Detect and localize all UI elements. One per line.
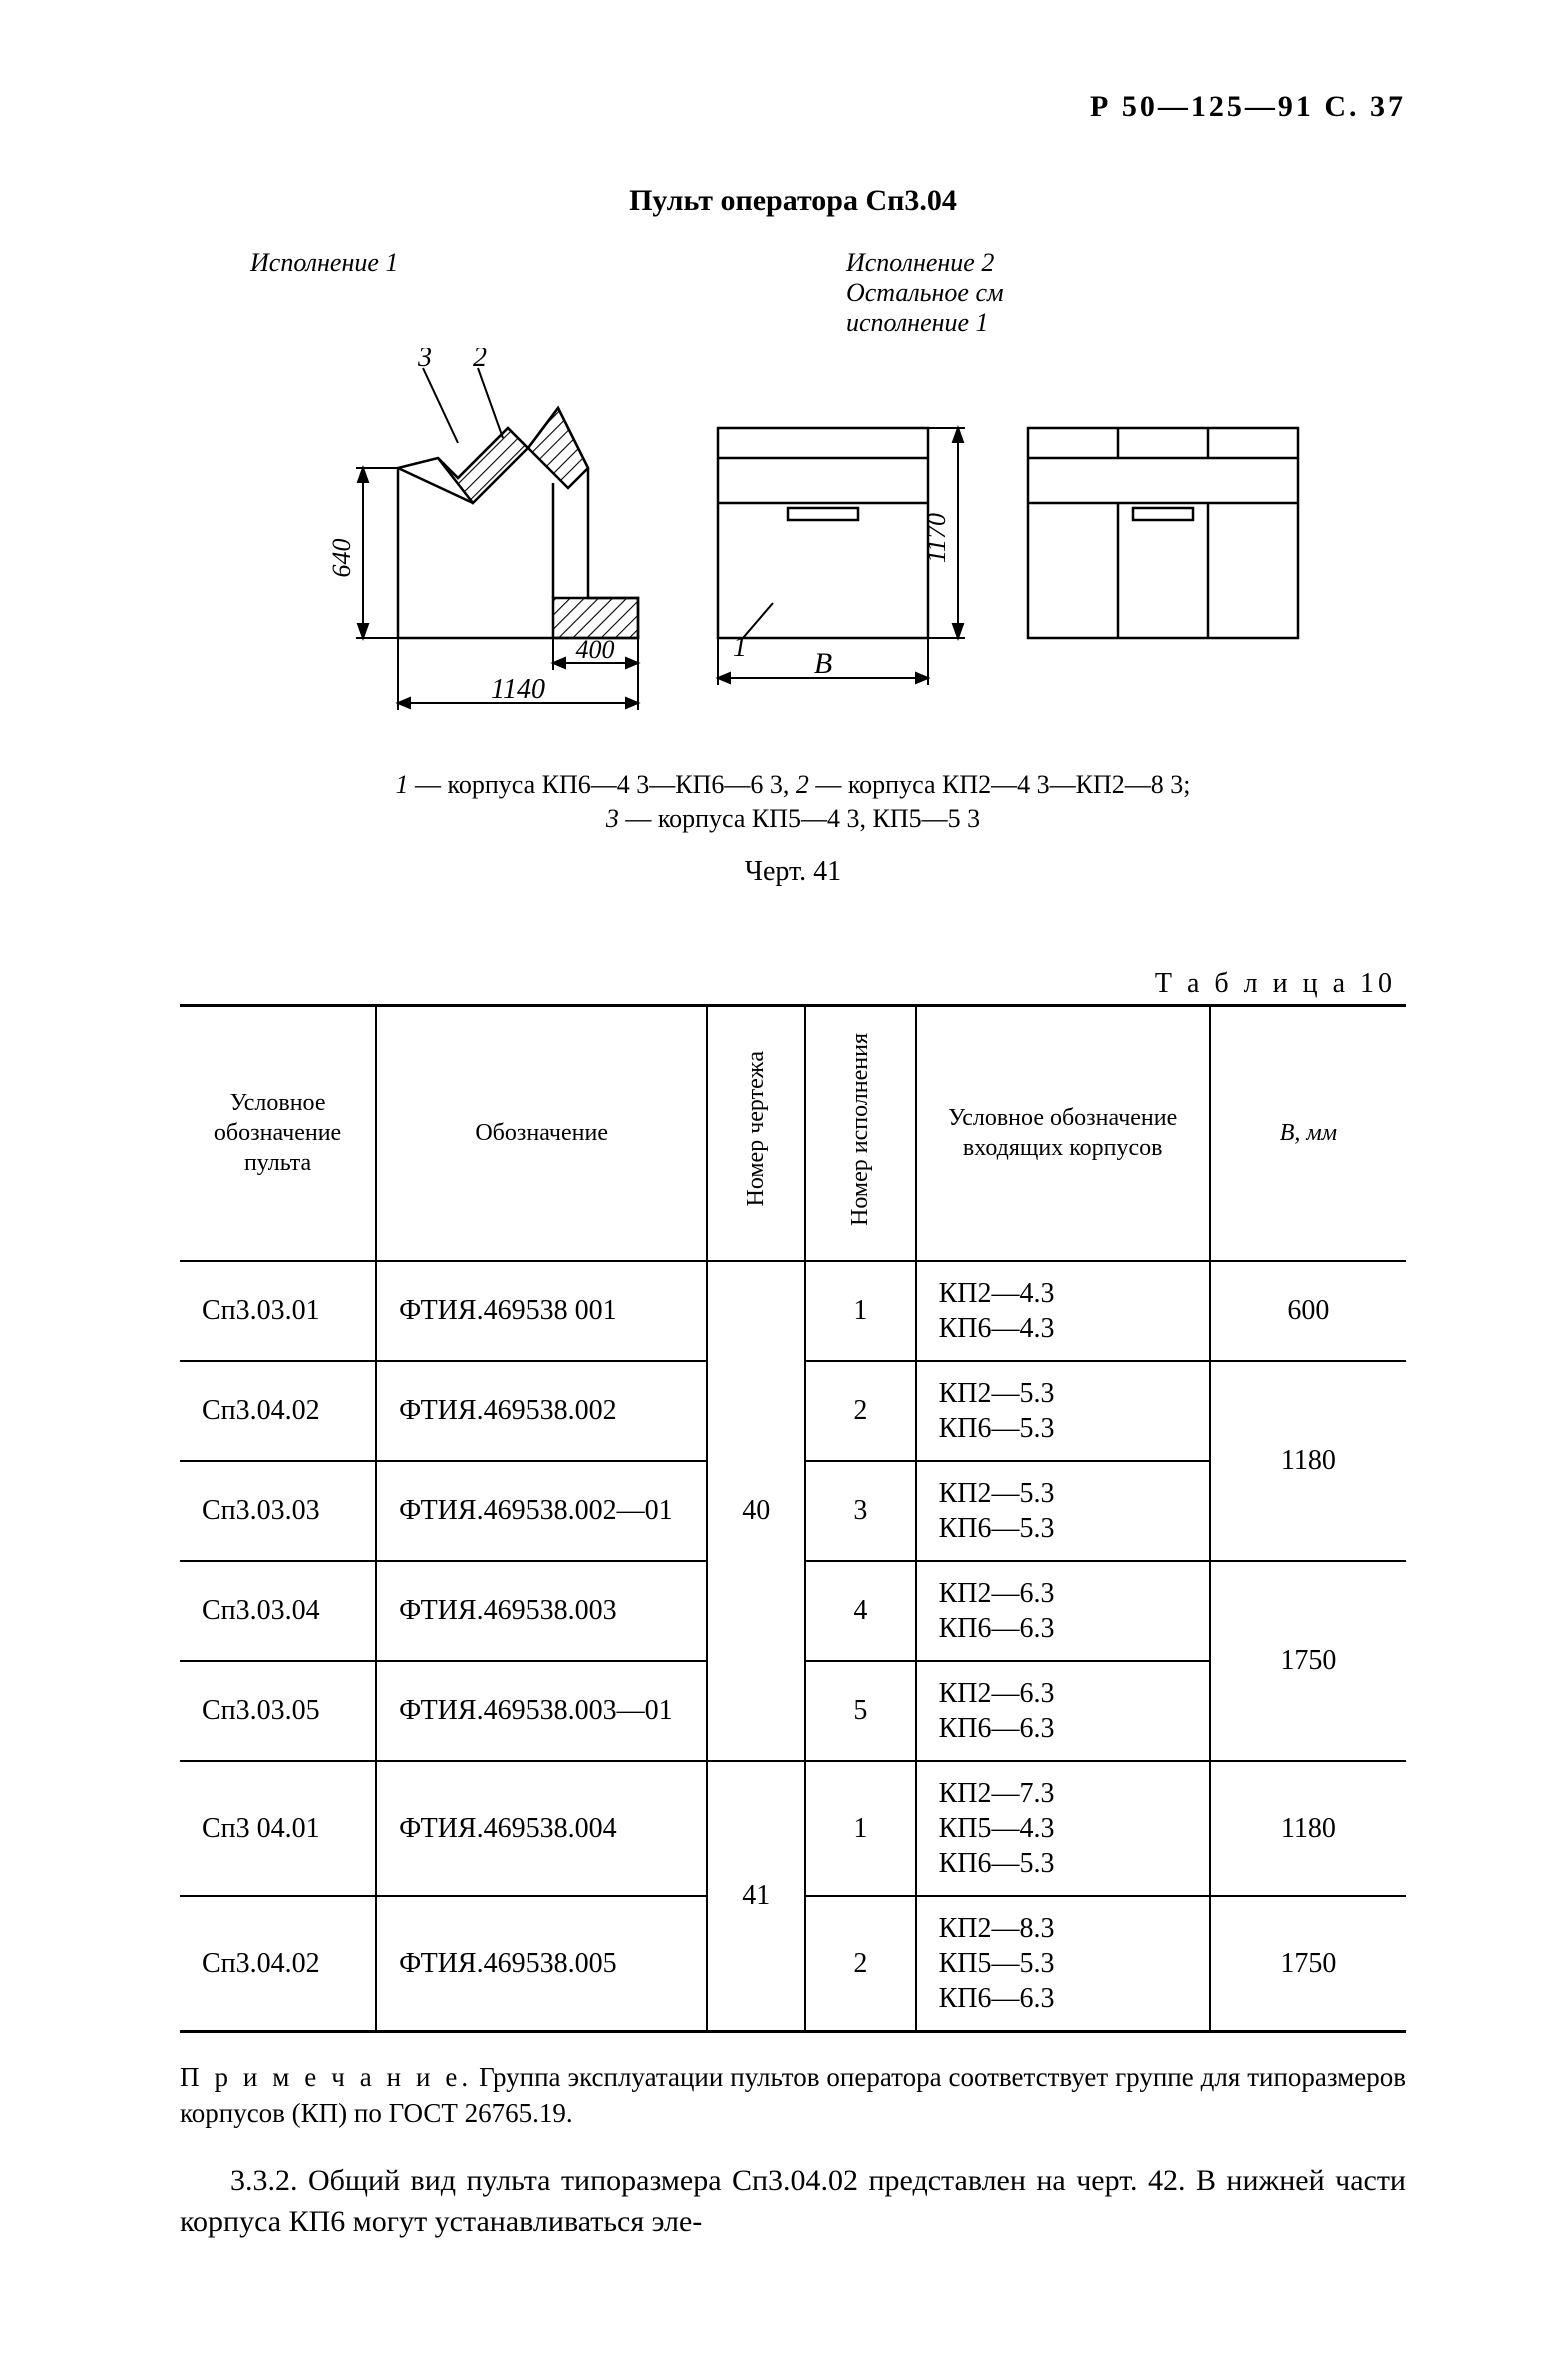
cell-enclosures: КП2—4.3 КП6—4.3 (916, 1261, 1210, 1361)
th-designation: Обозначение (376, 1005, 707, 1260)
dim-b: В (814, 647, 832, 680)
table-note: П р и м е ч а н и е. Группа эксплуатации… (180, 2059, 1406, 2132)
figure-number: Черт. 41 (180, 856, 1406, 888)
section-title: Пульт оператора Сп3.04 (180, 184, 1406, 218)
page: Р 50—125—91 С. 37 Пульт оператора Сп3.04… (0, 0, 1556, 2355)
dim-640: 640 (327, 539, 356, 578)
table-header-row: Условное обозначение пульта Обозначение … (180, 1005, 1406, 1260)
drawing-svg: 3 2 640 400 (268, 348, 1318, 748)
spec-table: Условное обозначение пульта Обозначение … (180, 1004, 1406, 2033)
th-b-dim: В, мм (1210, 1005, 1406, 1260)
dim-1170: 1170 (922, 513, 951, 563)
callout-1: 1 (733, 632, 747, 663)
th-enclosures: Условное обозначение входящих корпусов (916, 1005, 1210, 1260)
th-drawing-no: Номер чертежа (707, 1005, 805, 1260)
callout-3: 3 (417, 348, 432, 373)
body-paragraph: 3.3.2. Общий вид пульта типоразмера Сп3.… (180, 2161, 1406, 2242)
drawing-legend: 1 — корпуса КП6—4 3—КП6—6 3, 2 — корпуса… (180, 768, 1406, 836)
table-row: Сп3.03.01 ФТИЯ.469538 001 40 1 КП2—4.3 К… (180, 1261, 1406, 1361)
table-row: Сп3 04.01 ФТИЯ.469538.004 41 1 КП2—7.3 К… (180, 1761, 1406, 1896)
page-header: Р 50—125—91 С. 37 (180, 90, 1406, 124)
table-caption: Т а б л и ц а 10 (180, 968, 1406, 1000)
drawing-labels: Исполнение 1 Исполнение 2 Остальное см и… (180, 248, 1406, 338)
dim-400: 400 (576, 635, 615, 664)
label-execution-1: Исполнение 1 (180, 248, 789, 278)
label-execution-2: Исполнение 2 Остальное см исполнение 1 (796, 248, 1385, 338)
th-designation-cond: Условное обозначение пульта (180, 1005, 376, 1260)
th-exec-no: Номер исполнения (805, 1005, 915, 1260)
technical-drawing: 3 2 640 400 (180, 348, 1406, 748)
dim-1140: 1140 (491, 674, 545, 705)
callout-2: 2 (473, 348, 487, 373)
